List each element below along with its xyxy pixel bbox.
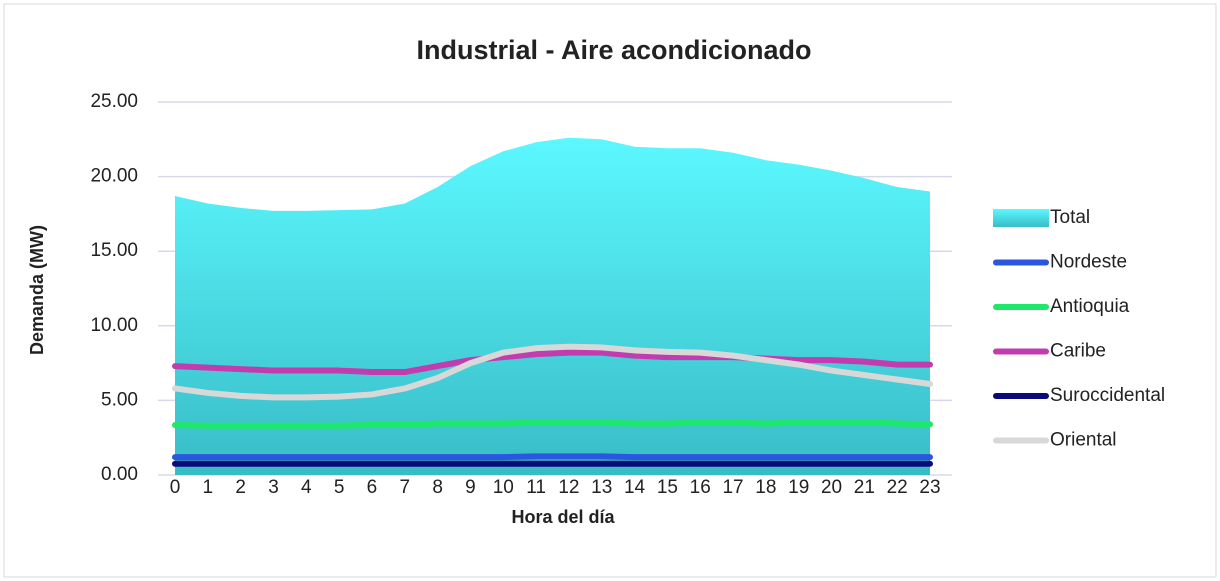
x-tick-label: 18 [755, 477, 776, 498]
x-tick-label: 3 [268, 477, 279, 498]
x-tick-label: 19 [788, 477, 809, 498]
x-tick-label: 13 [591, 477, 612, 498]
x-tick-label: 14 [624, 477, 646, 498]
x-tick-label: 23 [919, 477, 940, 498]
x-axis-title: Hora del día [511, 507, 615, 527]
x-tick-label: 11 [526, 477, 546, 498]
line [172, 349, 933, 376]
x-tick-label: 21 [854, 477, 875, 498]
chart-title: Industrial - Aire acondicionado [416, 35, 811, 65]
y-tick-label: 5.00 [101, 389, 138, 410]
line [172, 343, 933, 401]
x-tick-label: 1 [203, 477, 214, 498]
y-axis-title: Demanda (MW) [27, 225, 47, 355]
area [175, 137, 930, 476]
x-tick-label: 4 [301, 477, 312, 498]
legend-label: Oriental [1050, 430, 1117, 451]
legend-label: Caribe [1050, 341, 1106, 362]
x-tick-label: 10 [493, 477, 514, 498]
legend-swatch [993, 209, 1049, 227]
x-tick-label: 17 [722, 477, 743, 498]
x-tick-label: 7 [399, 477, 410, 498]
x-tick-label: 9 [465, 477, 476, 498]
x-tick-label: 2 [235, 477, 246, 498]
y-tick-label: 20.00 [90, 166, 138, 187]
x-tick-label: 6 [367, 477, 378, 498]
legend-label: Total [1050, 207, 1090, 228]
legend-label: Suroccidental [1050, 385, 1165, 406]
line [172, 453, 933, 461]
line [172, 419, 933, 429]
legend-label: Antioquia [1050, 296, 1130, 317]
x-tick-label: 22 [887, 477, 908, 498]
legend-label: Nordeste [1050, 252, 1127, 273]
y-tick-label: 10.00 [90, 315, 138, 336]
x-tick-label: 8 [432, 477, 443, 498]
x-tick-label: 20 [821, 477, 842, 498]
x-tick-label: 5 [334, 477, 345, 498]
x-tick-label: 0 [170, 477, 181, 498]
y-tick-label: 15.00 [90, 240, 138, 261]
y-tick-label: 25.00 [90, 91, 138, 112]
y-tick-label: 0.00 [101, 464, 138, 485]
x-tick-label: 15 [657, 477, 678, 498]
x-tick-label: 12 [558, 477, 579, 498]
x-tick-label: 16 [690, 477, 711, 498]
